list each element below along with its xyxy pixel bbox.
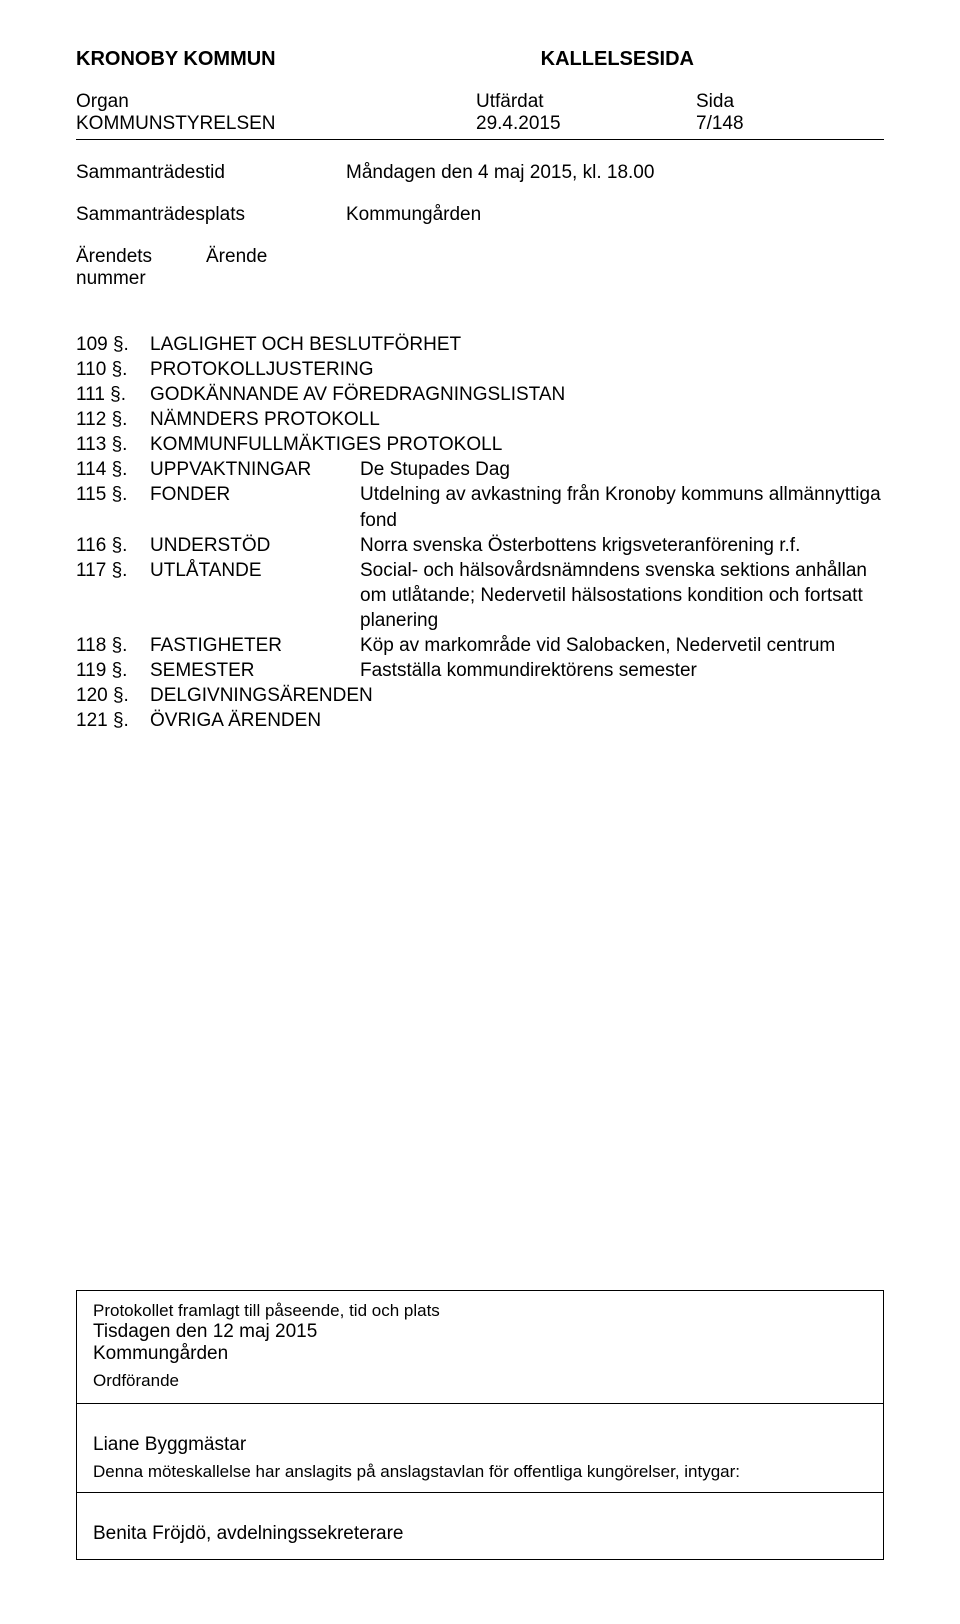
agenda-item-number: 110 §. (76, 357, 150, 382)
agenda-item-number: 109 §. (76, 332, 150, 357)
arende-label: Ärende (206, 246, 884, 268)
header-values-row: KOMMUNSTYRELSEN 29.4.2015 7/148 (76, 113, 884, 135)
agenda-item-two-col: UNDERSTÖDNorra svenska Österbottens krig… (150, 533, 884, 558)
agenda-item-two-col: FONDERUtdelning av avkastning från Krono… (150, 482, 884, 532)
agenda-item: 112 §.NÄMNDERS PROTOKOLL (76, 407, 884, 432)
agenda-item-body: SEMESTERFastställa kommundirektörens sem… (150, 658, 884, 683)
agenda-item-description: Norra svenska Österbottens krigsveteranf… (360, 533, 884, 558)
agenda-item-body: UNDERSTÖDNorra svenska Österbottens krig… (150, 533, 884, 558)
agenda-item-body: UPPVAKTNINGARDe Stupades Dag (150, 457, 884, 482)
agenda-item-description: LAGLIGHET OCH BESLUTFÖRHET (150, 332, 884, 357)
nummer-label: nummer (76, 268, 884, 290)
agenda-item-description: Fastställa kommundirektörens semester (360, 658, 884, 683)
agenda-item: 114 §.UPPVAKTNINGARDe Stupades Dag (76, 457, 884, 482)
agenda-item-number: 118 §. (76, 633, 150, 658)
header-row-titles: KRONOBY KOMMUN KALLELSESIDA (76, 48, 884, 71)
meeting-place-label: Sammanträdesplats (76, 204, 346, 226)
agenda-item: 118 §.FASTIGHETERKöp av markområde vid S… (76, 633, 884, 658)
chairperson-name: Liane Byggmästar (93, 1434, 867, 1456)
agenda-item-number: 111 §. (76, 382, 150, 407)
meeting-place-value: Kommungården (346, 204, 884, 226)
agenda-item: 119 §.SEMESTERFastställa kommundirektöre… (76, 658, 884, 683)
signer-name: Benita Fröjdö, avdelningssekreterare (93, 1523, 404, 1544)
agenda-item-number: 112 §. (76, 407, 150, 432)
date-value: 29.4.2015 (476, 113, 696, 135)
agenda-item-body: NÄMNDERS PROTOKOLL (150, 407, 884, 432)
agenda-item-description: GODKÄNNANDE AV FÖREDRAGNINGSLISTAN (150, 382, 884, 407)
meeting-time-label: Sammanträdestid (76, 162, 346, 184)
agenda-item: 120 §.DELGIVNINGSÄRENDEN (76, 683, 884, 708)
organ-value: KOMMUNSTYRELSEN (76, 113, 476, 135)
header-labels-row: Organ Utfärdat Sida (76, 91, 884, 113)
agenda-item-topic: UNDERSTÖD (150, 533, 360, 558)
agenda-item-body: UTLÅTANDESocial- och hälsovårdsnämndens … (150, 558, 884, 633)
agenda-item-number: 116 §. (76, 533, 150, 558)
agenda-item-two-col: UPPVAKTNINGARDe Stupades Dag (150, 457, 884, 482)
agenda-header-row: Ärendets Ärende (76, 246, 884, 268)
footer-line3: Kommungården (93, 1343, 867, 1365)
agenda-item-description: KOMMUNFULLMÄKTIGES PROTOKOLL (150, 432, 884, 457)
footer-bottom-section: Benita Fröjdö, avdelningssekreterare (77, 1493, 883, 1559)
agenda-item: 117 §.UTLÅTANDESocial- och hälsovårdsnäm… (76, 558, 884, 633)
meeting-time-row: Sammanträdestid Måndagen den 4 maj 2015,… (76, 162, 884, 184)
header-divider (76, 139, 884, 140)
agenda-item-body: GODKÄNNANDE AV FÖREDRAGNINGSLISTAN (150, 382, 884, 407)
agenda-item: 115 §.FONDERUtdelning av avkastning från… (76, 482, 884, 532)
agenda-item-body: DELGIVNINGSÄRENDEN (150, 683, 884, 708)
footer-line2: Tisdagen den 12 maj 2015 (93, 1321, 867, 1343)
footer-top-section: Protokollet framlagt till påseende, tid … (77, 1291, 883, 1403)
agenda-item-two-col: UTLÅTANDESocial- och hälsovårdsnämndens … (150, 558, 884, 633)
agenda-item-body: FONDERUtdelning av avkastning från Krono… (150, 482, 884, 532)
arendets-label: Ärendets (76, 246, 206, 268)
agenda-item-body: PROTOKOLLJUSTERING (150, 357, 884, 382)
agenda-item-description: PROTOKOLLJUSTERING (150, 357, 884, 382)
meeting-place-row: Sammanträdesplats Kommungården (76, 204, 884, 226)
footer-line4: Ordförande (93, 1371, 867, 1391)
agenda-item-description: NÄMNDERS PROTOKOLL (150, 407, 884, 432)
agenda-item-description: Social- och hälsovårdsnämndens svenska s… (360, 558, 884, 633)
agenda-item-topic: FONDER (150, 482, 360, 532)
agenda-item-body: ÖVRIGA ÄRENDEN (150, 708, 884, 733)
organ-label: Organ (76, 91, 476, 113)
agenda-item-description: Köp av markområde vid Salobacken, Nederv… (360, 633, 884, 658)
agenda-item: 110 §.PROTOKOLLJUSTERING (76, 357, 884, 382)
utfardat-label: Utfärdat (476, 91, 696, 113)
doc-type: KALLELSESIDA (541, 48, 694, 71)
agenda-item-description: DELGIVNINGSÄRENDEN (150, 683, 884, 708)
agenda-item-description: ÖVRIGA ÄRENDEN (150, 708, 884, 733)
agenda-item: 109 §.LAGLIGHET OCH BESLUTFÖRHET (76, 332, 884, 357)
page-value: 7/148 (696, 113, 884, 135)
agenda-item-topic: FASTIGHETER (150, 633, 360, 658)
agenda-item-topic: UPPVAKTNINGAR (150, 457, 360, 482)
agenda-item-body: FASTIGHETERKöp av markområde vid Salobac… (150, 633, 884, 658)
agenda-item-topic: SEMESTER (150, 658, 360, 683)
agenda-item: 116 §.UNDERSTÖDNorra svenska Österbotten… (76, 533, 884, 558)
agenda-item-two-col: SEMESTERFastställa kommundirektörens sem… (150, 658, 884, 683)
agenda-item-body: LAGLIGHET OCH BESLUTFÖRHET (150, 332, 884, 357)
footer-box: Protokollet framlagt till påseende, tid … (76, 1290, 884, 1560)
agenda-item-description: De Stupades Dag (360, 457, 884, 482)
agenda-item: 121 §.ÖVRIGA ÄRENDEN (76, 708, 884, 733)
agenda-item-topic: UTLÅTANDE (150, 558, 360, 633)
agenda-item-number: 120 §. (76, 683, 150, 708)
org-name: KRONOBY KOMMUN (76, 48, 276, 71)
document-page: KRONOBY KOMMUN KALLELSESIDA Organ Utfärd… (0, 0, 960, 1624)
agenda-item-number: 114 §. (76, 457, 150, 482)
agenda-item: 111 §.GODKÄNNANDE AV FÖREDRAGNINGSLISTAN (76, 382, 884, 407)
footer-attestation-text: Denna möteskallelse har anslagits på ans… (93, 1462, 867, 1482)
agenda-item-number: 119 §. (76, 658, 150, 683)
footer-line1: Protokollet framlagt till påseende, tid … (93, 1301, 867, 1321)
agenda-item-description: Utdelning av avkastning från Kronoby kom… (360, 482, 884, 532)
agenda-item-body: KOMMUNFULLMÄKTIGES PROTOKOLL (150, 432, 884, 457)
agenda-item-number: 121 §. (76, 708, 150, 733)
agenda-item-number: 117 §. (76, 558, 150, 583)
agenda-item-number: 113 §. (76, 432, 150, 457)
sida-label: Sida (696, 91, 884, 113)
agenda-item: 113 §.KOMMUNFULLMÄKTIGES PROTOKOLL (76, 432, 884, 457)
meeting-time-value: Måndagen den 4 maj 2015, kl. 18.00 (346, 162, 884, 184)
footer-middle-section: Liane Byggmästar Denna möteskallelse har… (77, 1404, 883, 1492)
agenda-item-two-col: FASTIGHETERKöp av markområde vid Salobac… (150, 633, 884, 658)
agenda-item-number: 115 §. (76, 482, 150, 507)
agenda-items-list: 109 §.LAGLIGHET OCH BESLUTFÖRHET110 §.PR… (76, 332, 884, 733)
